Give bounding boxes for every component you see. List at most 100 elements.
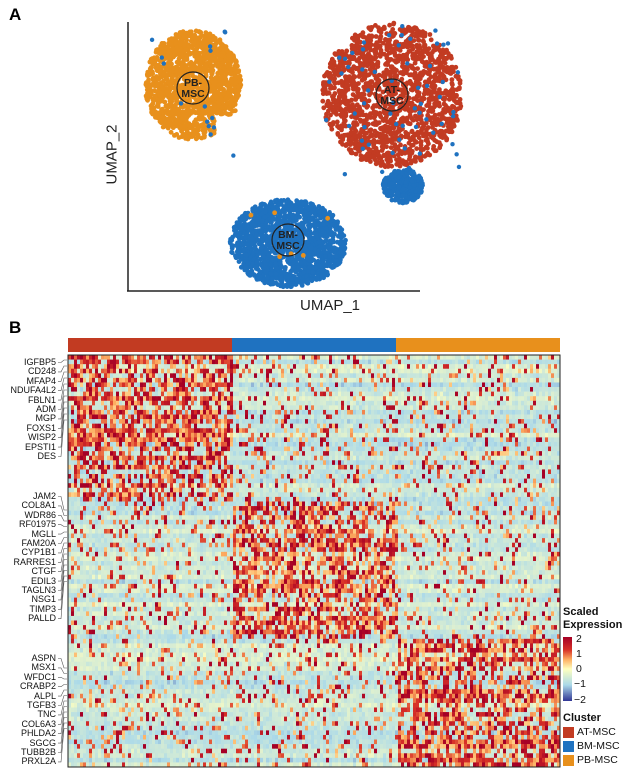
umap-point-at-msc [349, 130, 354, 135]
umap-point-pb-msc [155, 83, 160, 88]
umap-point-at-msc [368, 67, 373, 72]
umap-point-at-msc [405, 45, 410, 50]
umap-point-pb-msc [170, 46, 175, 51]
umap-point-pb-msc [145, 98, 150, 103]
umap-point-at-msc [403, 151, 408, 156]
umap-point-pb-msc [173, 103, 178, 108]
umap-point-pb-msc [193, 36, 198, 41]
umap-point-at-msc [342, 61, 347, 66]
umap-point-at-msc [357, 143, 362, 148]
umap-point-at-msc [430, 90, 435, 95]
umap-point-at-msc [389, 140, 394, 145]
umap-point-at-msc [361, 34, 366, 39]
umap-point-at-msc [427, 80, 432, 85]
umap-point-at-msc [339, 79, 344, 84]
umap-point-at-msc [386, 70, 391, 75]
umap-point-pb-msc [184, 134, 189, 139]
umap-point-at-msc [327, 101, 332, 106]
umap-point-at-msc [404, 160, 409, 165]
umap-point-pb-msc [201, 50, 206, 55]
umap-point-at-msc [377, 112, 382, 117]
umap-point-pb-msc [198, 44, 203, 49]
umap-point-pb-msc [155, 89, 160, 94]
umap-point-at-msc [391, 21, 396, 26]
umap-point-pb-msc [156, 116, 161, 121]
umap-point-at-msc [372, 138, 377, 143]
umap-point-at-msc [418, 146, 423, 151]
umap-point-at-msc [387, 23, 392, 28]
umap-point-pb-msc [218, 46, 223, 51]
umap-point-at-msc [338, 140, 343, 145]
umap-point-at-msc [428, 105, 433, 110]
panel-b-label: B [9, 318, 21, 338]
umap-point-at-msc [357, 74, 362, 79]
umap-point-at-msc [421, 34, 426, 39]
umap-point-at-msc [400, 29, 405, 34]
umap-point-at-msc [396, 159, 401, 164]
umap-point-at-msc [336, 50, 341, 55]
umap-point-at-msc [337, 94, 342, 99]
umap-point-at-msc [378, 37, 383, 42]
umap-point-pb-msc [161, 72, 166, 77]
umap-point-at-msc [320, 99, 325, 104]
umap-point-pb-msc [147, 85, 152, 90]
umap-point-at-msc [415, 57, 420, 62]
umap-point-at-msc [333, 81, 338, 86]
umap-point-at-msc [385, 47, 390, 52]
umap-point-at-msc [417, 81, 422, 86]
umap-point-at-msc [384, 157, 389, 162]
umap-point-at-msc [411, 118, 416, 123]
umap-point-pb-msc [212, 37, 217, 42]
umap-point-at-msc [375, 43, 380, 48]
umap-point-pb-msc [180, 55, 185, 60]
umap-point-at-msc [386, 151, 391, 156]
umap-point-pb-msc [213, 79, 218, 84]
umap-point-at-msc [325, 72, 330, 77]
umap-point-at-msc [341, 95, 346, 100]
umap-point-pb-msc [201, 40, 206, 45]
umap-point-pb-msc [227, 106, 232, 111]
umap-point-pb-msc [155, 104, 160, 109]
umap-point-at-msc [370, 55, 375, 60]
umap-point-at-msc [420, 59, 425, 64]
umap-point-pb-msc [172, 86, 177, 91]
umap-point-at-msc [446, 106, 451, 111]
umap-point-at-msc [334, 99, 339, 104]
umap-point-at-msc [417, 38, 422, 43]
umap-point-at-msc [419, 158, 424, 163]
umap-point-at-msc [450, 104, 455, 109]
umap-point-at-msc [414, 97, 419, 102]
umap-point-pb-msc [178, 40, 183, 45]
umap-point-pb-msc [171, 125, 176, 130]
umap-point-at-msc [432, 67, 437, 72]
umap-point-at-msc [437, 140, 442, 145]
umap-point-at-msc [428, 56, 433, 61]
umap-point-at-msc [361, 155, 366, 160]
umap-point-pb-msc [226, 53, 231, 58]
umap-point-at-msc [424, 70, 429, 75]
umap-point-at-msc [393, 31, 398, 36]
umap-point-at-msc [438, 134, 443, 139]
umap-point-pb-msc [181, 34, 186, 39]
umap-point-at-msc [382, 25, 387, 30]
umap-point-at-msc [345, 100, 350, 105]
umap-point-at-msc [340, 83, 345, 88]
umap-point-at-msc [372, 114, 377, 119]
umap-point-pb-msc [200, 116, 205, 121]
umap-point-pb-msc [160, 42, 165, 47]
umap-point-pb-msc [153, 94, 158, 99]
umap-point-pb-msc [192, 64, 197, 69]
umap-point-pb-msc [162, 100, 167, 105]
umap-point-at-msc [383, 116, 388, 121]
umap-point-at-msc [330, 59, 335, 64]
umap-point-at-msc [383, 139, 388, 144]
umap-point-pb-msc [176, 61, 181, 66]
umap-point-at-msc [450, 86, 455, 91]
umap-point-at-msc [369, 42, 374, 47]
umap-point-pb-msc [226, 80, 231, 85]
umap-point-pb-msc [235, 95, 240, 100]
umap-point-at-msc [440, 111, 445, 116]
umap-point-at-msc [359, 92, 364, 97]
umap-plot: PB-MSC AT-MSCBM-MSC [0, 0, 627, 320]
umap-point-at-msc [353, 97, 358, 102]
